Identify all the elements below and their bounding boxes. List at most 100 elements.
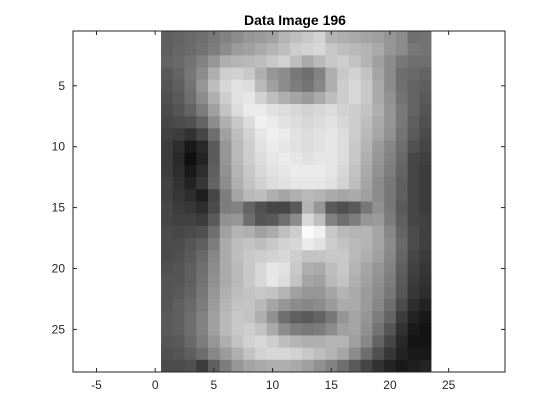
image-cell [243, 177, 256, 190]
image-cell [395, 225, 408, 239]
image-cell [254, 238, 268, 251]
image-cell [208, 164, 221, 178]
image-cell [301, 67, 315, 81]
image-cell [219, 31, 232, 44]
image-cell [360, 189, 373, 202]
image-cell [278, 55, 291, 68]
image-cell [337, 43, 350, 56]
image-cell [243, 55, 256, 68]
image-cell [196, 79, 209, 93]
image-cell [172, 359, 185, 373]
image-cell [254, 359, 268, 373]
image-cell [196, 213, 209, 227]
image-cell [372, 43, 385, 56]
x-axis: -5 0 5 10 15 20 25 [91, 31, 456, 392]
image-cell [219, 335, 232, 349]
image-cell [290, 238, 303, 251]
image-cell [395, 189, 408, 202]
image-cell [325, 164, 338, 178]
image-cell [243, 104, 256, 117]
image-cell [395, 104, 408, 117]
y-tick-label: 10 [52, 140, 66, 154]
image-cell [301, 31, 315, 44]
image-cell [360, 55, 373, 68]
image-cell [301, 79, 315, 93]
image-cell [348, 201, 362, 215]
image-cell [184, 298, 197, 312]
image-cell [325, 274, 338, 288]
image-cell [313, 323, 326, 336]
image-cell [231, 311, 244, 324]
image-cell [348, 274, 362, 288]
image-cell [243, 262, 256, 275]
image-cell [219, 116, 232, 129]
x-tick-label: 0 [152, 378, 159, 392]
image-cell [172, 31, 185, 44]
image-cell [360, 286, 373, 300]
image-cell [219, 262, 232, 275]
image-cell [313, 152, 326, 166]
image-cell [337, 323, 350, 336]
image-cell [384, 323, 397, 336]
image-cell [348, 43, 362, 56]
image-cell [325, 262, 338, 275]
image-cell [231, 298, 244, 312]
image-cell [196, 43, 209, 56]
image-cell [254, 250, 268, 263]
image-cell [395, 311, 408, 324]
image-cell [243, 213, 256, 227]
image-cell [301, 347, 315, 361]
image-cell [337, 31, 350, 44]
image-cell [184, 67, 197, 81]
image-cell [184, 238, 197, 251]
image-cell [266, 104, 279, 117]
image-cell [407, 43, 420, 56]
image-cell [407, 55, 420, 68]
image-cell [243, 164, 256, 178]
image-cell [172, 55, 185, 68]
image-cell [208, 238, 221, 251]
image-cell [360, 43, 373, 56]
image-cell [219, 128, 232, 142]
chart-title: Data Image 196 [244, 12, 346, 28]
image-cell [243, 311, 256, 324]
image-cell [419, 177, 432, 190]
image-cell [313, 335, 326, 349]
image-cell [266, 140, 279, 154]
image-cell [219, 177, 232, 190]
image-cell [360, 164, 373, 178]
image-cell [219, 238, 232, 251]
image-cell [278, 152, 291, 166]
image-cell [231, 189, 244, 202]
image-cell [219, 189, 232, 202]
image-cell [172, 177, 185, 190]
image-cell [407, 238, 420, 251]
image-cell [290, 189, 303, 202]
image-cell [196, 55, 209, 68]
image-cell [254, 298, 268, 312]
image-cell [337, 250, 350, 263]
image-cell [254, 79, 268, 93]
image-cell [278, 201, 291, 215]
image-cell [348, 323, 362, 336]
image-cell [419, 347, 432, 361]
image-cell [325, 359, 338, 373]
image-cell [337, 359, 350, 373]
image-cell [372, 323, 385, 336]
image-cell [196, 225, 209, 239]
image-cell [337, 177, 350, 190]
image-cell [325, 55, 338, 68]
image-cell [290, 116, 303, 129]
image-cell [384, 238, 397, 251]
image-cell [337, 262, 350, 275]
image-cell [219, 79, 232, 93]
image-cell [337, 189, 350, 202]
image-cell [395, 116, 408, 129]
image-cell [172, 104, 185, 117]
image-cell [407, 104, 420, 117]
image-cell [290, 67, 303, 81]
image-cell [313, 79, 326, 93]
image-cell [196, 67, 209, 81]
image-cell [231, 213, 244, 227]
image-cell [243, 286, 256, 300]
